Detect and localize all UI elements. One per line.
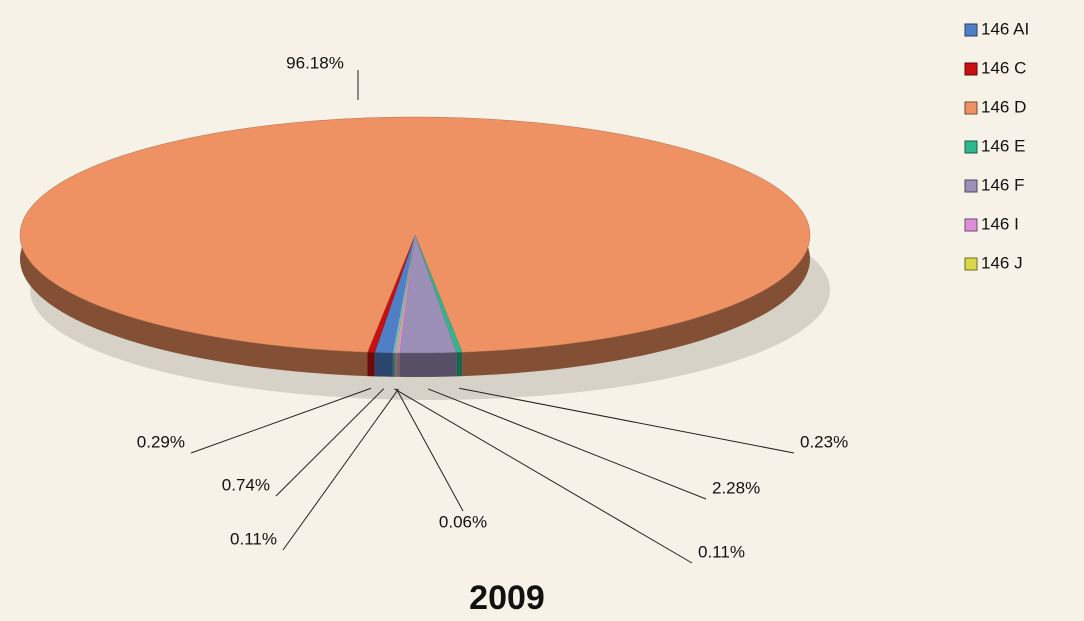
data-label: 0.06% bbox=[439, 512, 487, 531]
legend-label: 146 D bbox=[981, 97, 1026, 116]
data-label: 0.74% bbox=[222, 475, 270, 494]
data-label: 96.18% bbox=[286, 53, 344, 72]
data-label: 0.29% bbox=[137, 432, 185, 451]
legend-label: 146 F bbox=[981, 175, 1024, 194]
pie-slice bbox=[392, 234, 416, 354]
legend-label: 146 C bbox=[981, 58, 1026, 77]
pie-side bbox=[399, 352, 457, 377]
data-label: 2.28% bbox=[712, 478, 760, 497]
pie-side bbox=[395, 352, 398, 377]
legend-swatch bbox=[964, 218, 978, 232]
legend-swatch bbox=[964, 140, 978, 154]
legend-swatch bbox=[964, 101, 978, 115]
leader-line bbox=[190, 387, 372, 454]
legend-swatch bbox=[964, 257, 978, 271]
legend-label: 146 J bbox=[981, 253, 1023, 272]
data-label: 0.11% bbox=[698, 542, 745, 561]
data-label: 0.23% bbox=[800, 432, 848, 451]
leader-line bbox=[459, 387, 795, 454]
chart-title: 2009 bbox=[469, 579, 545, 617]
leader-line bbox=[275, 388, 385, 497]
legend-label: 146 E bbox=[981, 136, 1025, 155]
legend-label: 146 I bbox=[981, 214, 1019, 233]
legend-swatch bbox=[964, 62, 978, 76]
pie-side bbox=[392, 352, 396, 377]
legend-swatch bbox=[964, 23, 978, 37]
legend-label: 146 AI bbox=[981, 19, 1029, 38]
pie-side bbox=[397, 352, 400, 377]
legend-swatch bbox=[964, 179, 978, 193]
pie-slice bbox=[19, 116, 811, 353]
leader-line bbox=[395, 388, 464, 512]
leader-line bbox=[427, 388, 707, 500]
pie-side bbox=[367, 352, 375, 377]
leader-line bbox=[282, 388, 399, 551]
data-label: 0.11% bbox=[230, 529, 277, 548]
leader-line bbox=[394, 388, 693, 564]
pie-side bbox=[374, 352, 393, 377]
pie-side bbox=[456, 352, 463, 377]
